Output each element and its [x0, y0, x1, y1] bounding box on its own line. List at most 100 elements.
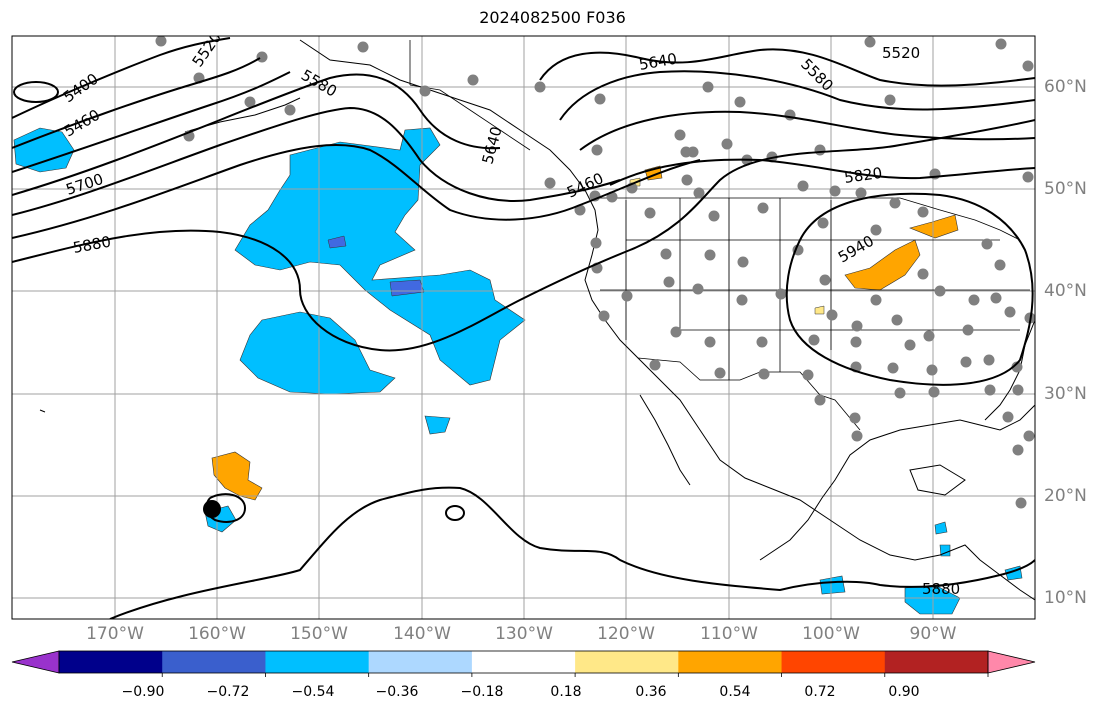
lon-label: 100°W	[802, 624, 860, 644]
map-frame	[11, 35, 1036, 620]
colorbar-segment	[59, 651, 163, 673]
contour-label: 5520	[882, 44, 920, 62]
colorbar-tick-label: −0.36	[375, 684, 419, 700]
lon-label: 130°W	[495, 624, 553, 644]
station-marker	[808, 334, 820, 346]
colorbar-frame	[58, 650, 989, 674]
station-marker	[1022, 171, 1034, 183]
station-marker	[775, 288, 787, 300]
station-marker	[797, 180, 809, 192]
lat-label: 50°N	[1044, 179, 1087, 199]
station-marker	[904, 339, 916, 351]
station-marker	[687, 146, 699, 158]
station-marker	[674, 129, 686, 141]
station-marker	[1002, 411, 1014, 423]
station-marker	[534, 81, 546, 93]
station-marker	[928, 386, 940, 398]
station-marker	[757, 202, 769, 214]
station-marker	[693, 187, 705, 199]
lon-label: 150°W	[290, 624, 348, 644]
colorbar-segment	[575, 651, 679, 673]
station-marker	[968, 294, 980, 306]
station-marker	[357, 41, 369, 53]
station-marker	[864, 36, 876, 48]
colorbar-max-arrow	[987, 650, 1036, 674]
station-markers	[155, 36, 1035, 509]
lat-label: 60°N	[1044, 77, 1087, 97]
station-marker	[990, 292, 1002, 304]
map-title: 2024082500 F036	[479, 8, 626, 27]
station-marker	[1004, 306, 1016, 318]
station-marker	[594, 93, 606, 105]
station-marker	[1015, 497, 1027, 509]
station-marker	[736, 294, 748, 306]
contour-label: 5820	[843, 164, 883, 187]
colorbar-segment	[678, 651, 783, 673]
station-marker	[758, 368, 770, 380]
station-marker	[826, 309, 838, 321]
station-marker	[884, 94, 896, 106]
lat-label: 10°N	[1044, 588, 1087, 608]
shading-negative	[13, 127, 1023, 615]
station-marker	[721, 138, 733, 150]
lon-label: 110°W	[700, 624, 758, 644]
lon-label: 120°W	[597, 624, 655, 644]
station-marker	[681, 174, 693, 186]
station-marker	[814, 144, 826, 156]
station-marker	[870, 224, 882, 236]
station-marker	[598, 310, 610, 322]
station-marker	[850, 336, 862, 348]
shading-positive	[211, 165, 959, 501]
station-marker	[692, 283, 704, 295]
station-marker	[708, 210, 720, 222]
colorbar-tick-label: −0.90	[121, 684, 165, 700]
station-marker	[870, 294, 882, 306]
station-marker	[802, 369, 814, 381]
station-marker	[1022, 60, 1034, 72]
station-marker	[591, 144, 603, 156]
station-marker	[894, 387, 906, 399]
shading-negative-strong	[327, 235, 425, 297]
station-marker	[734, 96, 746, 108]
station-marker	[649, 359, 661, 371]
station-marker	[1023, 430, 1035, 442]
lon-label: 170°W	[86, 624, 144, 644]
coastlines	[39, 39, 1035, 601]
colorbar-segment	[471, 651, 576, 673]
cyclone-center-marker	[203, 500, 221, 518]
station-marker	[590, 237, 602, 249]
station-marker	[1012, 384, 1024, 396]
lat-label: 30°N	[1044, 384, 1087, 404]
contour-label: 5880	[922, 580, 960, 598]
colorbar-tick-label: 0.18	[550, 684, 582, 700]
colorbar-tick-label: −0.72	[206, 684, 250, 700]
station-marker	[849, 412, 861, 424]
station-marker	[983, 354, 995, 366]
lon-label: 90°W	[909, 624, 957, 644]
station-marker	[923, 330, 935, 342]
colorbar-tick-label: −0.18	[460, 684, 504, 700]
station-marker	[702, 81, 714, 93]
station-marker	[544, 177, 556, 189]
station-marker	[917, 206, 929, 218]
station-marker	[704, 249, 716, 261]
station-marker	[704, 336, 716, 348]
station-marker	[960, 356, 972, 368]
lon-label: 140°W	[393, 624, 451, 644]
colorbar-segment	[781, 651, 886, 673]
colorbar-tick-label: 0.54	[719, 684, 751, 700]
station-marker	[714, 367, 726, 379]
station-marker	[784, 109, 796, 121]
station-marker	[981, 238, 993, 250]
station-marker	[994, 259, 1006, 271]
colorbar-tick-label: 0.90	[888, 684, 920, 700]
station-marker	[660, 248, 672, 260]
station-marker	[670, 326, 682, 338]
station-marker	[621, 290, 633, 302]
station-marker	[814, 394, 826, 406]
station-marker	[855, 187, 867, 199]
station-marker	[984, 384, 996, 396]
station-marker	[256, 51, 268, 63]
station-marker	[819, 274, 831, 286]
